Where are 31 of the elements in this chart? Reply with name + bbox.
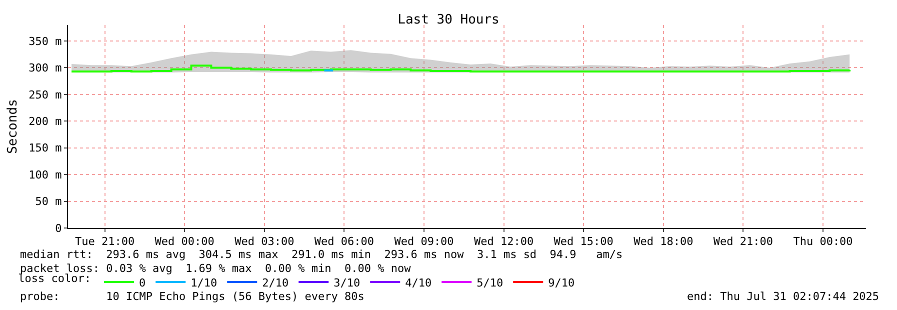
legend-label: 9/10 (548, 276, 575, 290)
legend-label: 1/10 (190, 276, 218, 290)
x-tick-label: Wed 18:00 (634, 235, 694, 248)
text: probe: 10 ICMP Echo Pings (56 Bytes) every 80s (20, 290, 364, 303)
y-axis-title: Seconds (6, 99, 21, 154)
y-tick-label: 350 m (28, 34, 62, 48)
y-tick-label: 50 m (35, 195, 62, 208)
x-tick-label: Wed 00:00 (154, 235, 214, 248)
legend-label: 0 (138, 276, 146, 290)
y-tick-label: 200 m (28, 115, 62, 128)
text: median rtt: 293.6 ms avg 304.5 ms max 291.0 ms min 293.6 ms now 3.1 ms sd 94.9 am/s (20, 248, 623, 261)
y-tick-label: 0 (55, 222, 62, 235)
text: packet loss: 0.03 % avg 1.69 % max 0.00 % min 0.00 % now (20, 262, 412, 275)
x-tick-label: Wed 12:00 (474, 235, 534, 248)
y-tick-label: 100 m (28, 168, 62, 182)
x-tick-label: Wed 15:00 (554, 235, 614, 248)
y-tick-label: 150 m (28, 142, 62, 155)
legend-label: 2/10 (262, 276, 289, 290)
legend-label: 3/10 (334, 276, 360, 290)
legend-label: 5/10 (476, 276, 504, 290)
x-tick-label: Tue 21:00 (74, 235, 135, 248)
x-tick-label: Wed 09:00 (394, 235, 454, 248)
x-tick-label: Wed 21:00 (713, 235, 774, 248)
text: end: Thu Jul 31 02:07:44 2025 (687, 290, 880, 303)
x-tick-label: Wed 06:00 (314, 235, 374, 248)
chart-title: Last 30 Hours (398, 12, 500, 28)
legend-label: 4/10 (405, 276, 432, 290)
x-tick-label: Thu 00:00 (793, 235, 853, 248)
y-tick-label: 300 m (28, 62, 62, 75)
y-tick-label: 250 m (28, 88, 62, 102)
x-tick-label: Wed 03:00 (234, 235, 294, 248)
